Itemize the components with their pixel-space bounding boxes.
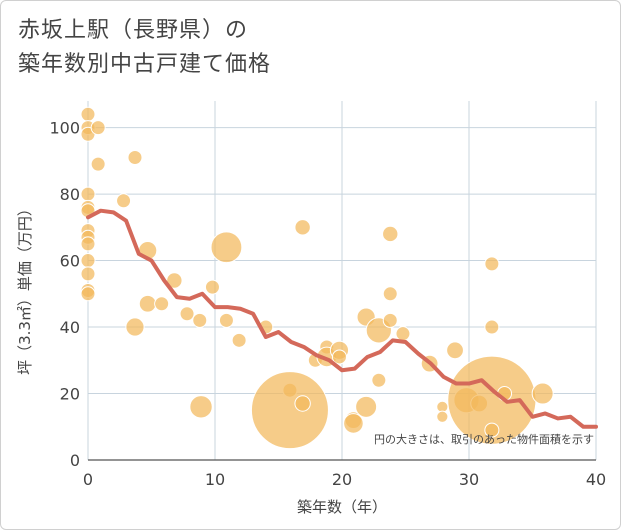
y-tick-label: 100 [49,119,80,138]
y-tick-label: 80 [60,185,80,204]
data-bubble [127,150,143,166]
chart-title: 赤坂上駅（長野県）の 築年数別中古戸建て価格 [18,14,271,82]
data-bubble [179,306,195,322]
data-bubble [395,326,411,342]
data-bubble [294,395,311,412]
data-bubble [355,395,378,418]
data-bubble [218,312,234,328]
data-bubble [125,317,145,337]
data-bubble [231,332,247,348]
y-tick-label: 20 [60,385,80,404]
data-bubble [382,312,398,328]
bubble-layer [80,106,554,450]
data-bubble [90,156,106,172]
data-bubble [80,186,96,202]
x-tick-label: 10 [205,470,225,489]
x-tick-label: 40 [586,470,606,489]
data-bubble [484,256,500,272]
trend-line [86,208,598,429]
title-line-2: 築年数別中古戸建て価格 [18,52,272,77]
title-line-1: 赤坂上駅（長野県）の [18,18,249,43]
data-bubble [294,219,311,236]
data-bubble [446,341,464,360]
data-bubble [343,413,364,434]
data-bubble [192,312,208,328]
data-bubble [250,371,329,450]
data-bubble [484,422,500,438]
data-bubble [80,236,96,252]
data-bubble [331,349,347,365]
data-bubble [210,231,243,264]
data-bubble [371,372,387,388]
y-tick-label: 40 [60,318,80,337]
y-tick-label: 0 [70,451,80,470]
data-bubble [138,294,157,313]
y-axis-label: 坪（3.3㎡）単価（万円） [16,201,34,375]
x-tick-labels: 0 10 20 30 40 [83,470,606,489]
data-bubble [436,410,449,423]
y-tick-labels: 0 20 40 60 80 100 [49,119,80,470]
data-bubble [382,225,399,243]
data-bubble [204,279,220,295]
data-bubble [484,319,500,335]
size-annotation: 円の大きさは、取引のあった物件面積を示す [374,432,594,446]
data-bubble [80,106,96,122]
y-tick-label: 60 [60,252,80,271]
data-bubble [90,120,106,136]
data-bubble [154,296,170,312]
data-bubble [531,382,554,405]
data-bubble [80,253,96,269]
data-bubble [116,193,132,209]
x-tick-label: 30 [459,470,479,489]
grid-lines [87,101,597,461]
data-bubble [189,395,213,419]
data-bubble [382,286,398,302]
data-bubble [80,286,96,302]
x-axis-label: 築年数（年） [297,498,387,516]
x-tick-label: 0 [83,470,93,489]
data-bubble [80,266,96,282]
x-tick-label: 20 [332,470,352,489]
